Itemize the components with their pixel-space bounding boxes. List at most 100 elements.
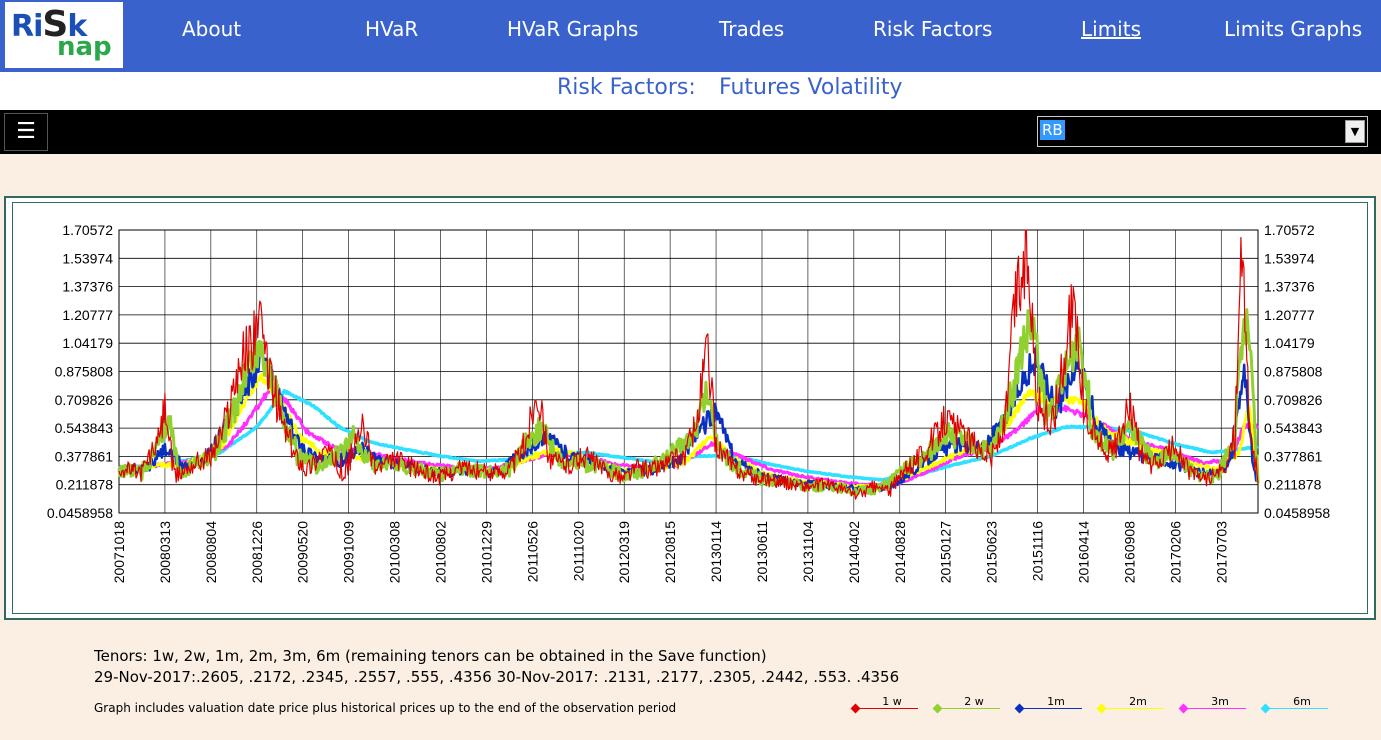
legend-diamond-icon [1096, 703, 1107, 714]
y-tick-label-left: 1.70572 [62, 222, 113, 238]
legend-item-3m: 3m [1176, 694, 1250, 718]
y-tick-label-right: 0.709826 [1264, 392, 1323, 408]
x-tick-label: 20120319 [616, 521, 632, 584]
y-tick-label-right: 0.377861 [1264, 448, 1323, 464]
hamburger-menu-button[interactable]: ☰ [4, 113, 48, 151]
x-tick-label: 20160908 [1121, 521, 1137, 584]
y-tick-label-left: 1.04179 [62, 335, 113, 351]
nav-hvar-graphs[interactable]: HVaR Graphs [507, 17, 639, 41]
x-tick-label: 20080313 [157, 521, 173, 584]
y-tick-label-left: 0.0458958 [47, 505, 113, 521]
y-tick-label-left: 1.53974 [62, 250, 113, 266]
nav-hvar[interactable]: HVaR [365, 17, 419, 41]
legend-item-1w: 1 w [848, 694, 922, 718]
legend-diamond-icon [850, 703, 861, 714]
logo-text-top: RiSk [11, 4, 87, 45]
series-line-2w [117, 308, 1260, 497]
x-tick-label: 20111020 [570, 521, 586, 581]
x-tick-label: 20130611 [754, 521, 770, 582]
nav-limits-graphs[interactable]: Limits Graphs [1224, 17, 1363, 41]
nav-risk-factors[interactable]: Risk Factors [873, 17, 993, 41]
legend-line [856, 708, 918, 709]
x-tick-label: 20100308 [387, 521, 403, 584]
nav-limits[interactable]: Limits [1081, 17, 1141, 41]
legend-label: 1m [1047, 695, 1065, 708]
x-tick-label: 20131104 [800, 521, 816, 582]
toolbar: ☰ RB ▼ [0, 110, 1381, 154]
y-tick-label-left: 0.709826 [55, 392, 114, 408]
volatility-chart: 1.70572 1.70572 1.53974 1.53974 1.37376 1.373… [47, 222, 1331, 584]
series-line-2m [117, 373, 1260, 489]
plot-border [118, 229, 1259, 514]
x-tick-label: 20090520 [295, 521, 311, 584]
x-tick-label: 20101229 [478, 521, 494, 584]
tenor-values-text: 29-Nov-2017:.2605, .2172, .2345, .2557, … [94, 668, 900, 686]
logo-text-bottom: nap [57, 32, 112, 62]
legend-line [1184, 708, 1246, 709]
legend-item-2m: 2m [1094, 694, 1168, 718]
y-tick-label-right: 0.875808 [1264, 364, 1323, 380]
hamburger-icon: ☰ [16, 119, 36, 144]
x-tick-label: 20170206 [1167, 521, 1183, 584]
page-title: Risk Factors: Futures Volatility [0, 72, 1381, 110]
x-tick-label: 20120815 [662, 521, 678, 584]
y-tick-label-right: 0.543843 [1264, 420, 1323, 436]
top-navbar: RiSk nap About HVaR HVaR Graphs Trades R… [0, 0, 1381, 72]
y-tick-label-right: 1.20777 [1264, 307, 1315, 323]
risk-factor-select-value: RB [1040, 120, 1065, 140]
x-tick-label: 20150127 [938, 521, 954, 584]
legend-label: 1 w [882, 695, 902, 708]
y-tick-label-left: 1.20777 [62, 307, 113, 323]
chevron-down-icon[interactable]: ▼ [1345, 120, 1365, 143]
legend-line [1102, 708, 1164, 709]
legend-item-1m: 1m [1012, 694, 1086, 718]
y-tick-label-left: 0.211878 [56, 477, 114, 493]
legend-line [1020, 708, 1082, 709]
chart-inner: 1.70572 1.70572 1.53974 1.53974 1.37376 1.373… [12, 202, 1368, 614]
y-tick-label-left: 0.875808 [55, 364, 114, 380]
x-tick-label: 20170703 [1213, 521, 1229, 584]
y-tick-label-left: 1.37376 [62, 279, 113, 295]
legend-line [1266, 708, 1328, 709]
x-tick-label: 20110526 [524, 521, 540, 582]
y-tick-label-right: 0.0458958 [1264, 505, 1330, 521]
chart-frame: 1.70572 1.70572 1.53974 1.53974 1.37376 1.373… [4, 196, 1376, 620]
risk-factor-select[interactable]: RB ▼ [1037, 116, 1368, 147]
x-tick-label: 20080804 [203, 521, 219, 584]
legend-line [938, 708, 1000, 709]
x-tick-label: 20151116 [1030, 521, 1046, 581]
x-tick-label: 20071018 [111, 521, 127, 584]
legend-label: 6m [1293, 695, 1311, 708]
x-tick-label: 20150623 [984, 521, 1000, 584]
y-tick-label-left: 0.543843 [55, 420, 114, 436]
x-tick-label: 20091009 [341, 521, 357, 584]
legend-item-2w: 2 w [930, 694, 1004, 718]
x-tick-label: 20130114 [708, 521, 724, 582]
series-line-1w [118, 229, 1259, 500]
y-tick-label-left: 0.377861 [55, 448, 114, 464]
chart-legend: 1 w 2 w 1m 2m 3m 6m [848, 694, 1338, 724]
nav-about[interactable]: About [182, 17, 242, 41]
x-tick-label: 20140402 [846, 521, 862, 584]
page-title-prefix: Risk Factors: [557, 75, 696, 100]
legend-item-6m: 6m [1258, 694, 1332, 718]
y-tick-label-right: 1.37376 [1264, 279, 1315, 295]
legend-diamond-icon [1178, 703, 1189, 714]
y-tick-label-right: 1.53974 [1264, 250, 1315, 266]
page-title-name: Futures Volatility [719, 75, 903, 100]
x-tick-label: 20140828 [892, 521, 908, 584]
legend-diamond-icon [932, 703, 943, 714]
legend-diamond-icon [1260, 703, 1271, 714]
y-tick-label-right: 1.04179 [1264, 335, 1315, 351]
legend-label: 2m [1129, 695, 1147, 708]
risksnap-logo[interactable]: RiSk nap [5, 2, 123, 68]
y-tick-label-right: 0.211878 [1264, 477, 1322, 493]
x-tick-label: 20100802 [432, 521, 448, 584]
nav-trades[interactable]: Trades [719, 17, 785, 41]
graph-note: Graph includes valuation date price plus… [94, 701, 677, 715]
x-tick-label: 20081226 [249, 521, 265, 584]
x-tick-label: 20160414 [1075, 521, 1091, 584]
tenors-text: Tenors: 1w, 2w, 1m, 2m, 3m, 6m (remainin… [94, 647, 767, 665]
legend-label: 2 w [964, 695, 984, 708]
y-tick-label-right: 1.70572 [1264, 222, 1315, 238]
